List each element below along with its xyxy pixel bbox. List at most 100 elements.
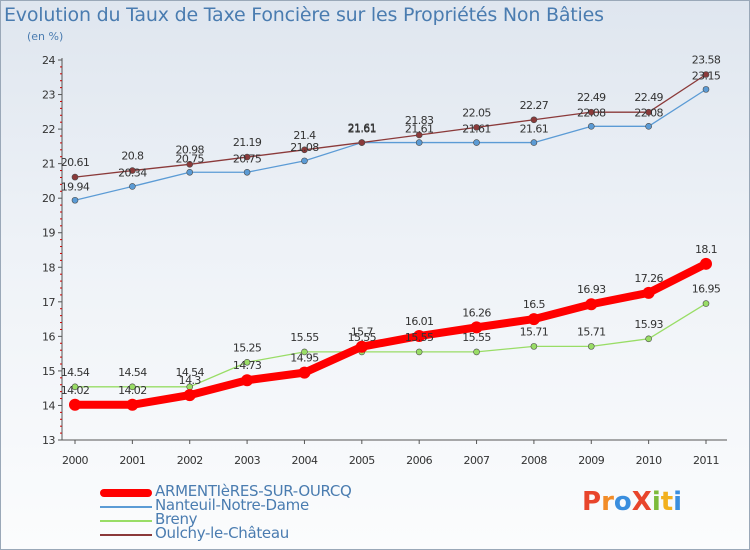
data-label: 16.93 — [577, 283, 606, 296]
data-label: 21.83 — [405, 114, 434, 127]
data-label: 14.54 — [175, 366, 204, 379]
data-point — [415, 139, 423, 146]
data-point — [702, 86, 710, 93]
logo-letter: P — [582, 487, 602, 517]
data-point — [71, 173, 79, 181]
data-point — [129, 167, 136, 174]
data-point — [587, 123, 595, 130]
data-label: 16.95 — [692, 283, 721, 296]
data-label: 20.75 — [233, 152, 262, 165]
data-label: 21.61 — [462, 123, 491, 136]
data-label: 15.71 — [520, 325, 549, 338]
data-point — [470, 321, 483, 334]
y-tick-label: 23 — [42, 89, 55, 102]
data-label: 15.25 — [233, 341, 262, 354]
legend-swatch — [100, 520, 152, 522]
data-label: 14.95 — [290, 352, 319, 365]
data-label: 23.58 — [692, 54, 721, 67]
x-tick-label: 2010 — [636, 454, 662, 467]
data-point — [700, 257, 712, 270]
data-point — [243, 153, 251, 161]
logo-letter: r — [601, 487, 614, 517]
data-label: 15.7 — [351, 326, 374, 339]
data-label: 22.08 — [634, 106, 663, 119]
data-point — [473, 348, 480, 356]
data-point — [530, 139, 538, 146]
legend-swatch — [100, 534, 152, 536]
data-point — [298, 366, 311, 379]
data-label: 22.49 — [634, 91, 663, 104]
data-label: 22.08 — [577, 106, 606, 119]
data-point — [186, 168, 194, 176]
data-point — [585, 298, 598, 311]
data-point — [702, 300, 710, 307]
data-label: 17.26 — [634, 272, 663, 285]
data-label: 14.54 — [118, 366, 147, 379]
data-point — [645, 335, 652, 343]
y-tick-label: 24 — [42, 54, 55, 67]
data-point — [129, 183, 136, 190]
series-line — [74, 73, 707, 178]
y-tick-label: 15 — [42, 365, 55, 378]
data-point — [473, 139, 480, 146]
data-point — [301, 157, 308, 165]
data-point — [301, 146, 308, 154]
data-point — [587, 108, 595, 116]
data-label: 15.55 — [462, 331, 491, 344]
data-label: 20.34 — [118, 166, 147, 179]
y-tick-label: 13 — [42, 434, 55, 447]
data-point — [415, 348, 423, 356]
data-point — [530, 343, 538, 350]
data-label: 21.61 — [348, 122, 377, 135]
data-point — [243, 358, 251, 366]
legend-swatch — [100, 489, 152, 497]
data-point — [71, 383, 79, 391]
y-tick-label: 20 — [42, 192, 55, 205]
data-point — [71, 196, 79, 204]
y-tick-label: 16 — [42, 330, 55, 343]
data-label: 14.54 — [61, 366, 90, 379]
data-label: 20.61 — [61, 156, 90, 169]
data-point — [415, 131, 423, 139]
data-label: 21.61 — [520, 123, 549, 136]
legend-label: Breny — [155, 510, 198, 528]
x-tick-label: 2006 — [406, 454, 432, 467]
data-point — [301, 348, 308, 356]
legend-label: Nanteuil-Notre-Dame — [155, 496, 309, 514]
x-tick-label: 2003 — [234, 454, 260, 467]
data-point — [587, 343, 595, 350]
data-point — [645, 108, 652, 116]
chart-subtitle: (en %) — [27, 30, 64, 43]
x-tick-label: 2005 — [349, 454, 375, 467]
x-tick-label: 2008 — [521, 454, 547, 467]
data-label: 20.75 — [175, 152, 204, 165]
chart-title: Evolution du Taux de Taxe Foncière sur l… — [4, 4, 604, 26]
data-label: 15.71 — [577, 325, 606, 338]
logo-letter: X — [631, 487, 652, 517]
logo-letter: i — [673, 487, 683, 517]
logo-letter: i — [651, 487, 661, 517]
data-label: 22.49 — [577, 91, 606, 104]
data-point — [243, 168, 251, 176]
y-tick-label: 19 — [42, 227, 55, 240]
data-label: 15.55 — [290, 331, 319, 344]
data-label: 15.93 — [634, 318, 663, 331]
y-tick-label: 22 — [42, 123, 55, 136]
x-tick-label: 2000 — [62, 454, 88, 467]
data-point — [126, 398, 139, 411]
data-label: 15.55 — [348, 331, 377, 344]
data-point — [702, 71, 710, 78]
data-label: 22.05 — [462, 106, 491, 119]
x-tick-label: 2001 — [119, 454, 145, 467]
proxiti-logo: ProXiti — [582, 487, 682, 517]
data-label: 21.61 — [348, 123, 377, 136]
logo-letter: t — [660, 487, 674, 517]
data-label: 21.08 — [290, 141, 319, 154]
y-tick-label: 18 — [42, 261, 55, 274]
data-label: 14.3 — [179, 374, 202, 387]
series-line — [75, 302, 707, 388]
data-point — [527, 313, 540, 326]
data-point — [69, 398, 81, 411]
data-label: 21.19 — [233, 136, 262, 149]
data-label: 21.4 — [293, 129, 316, 142]
